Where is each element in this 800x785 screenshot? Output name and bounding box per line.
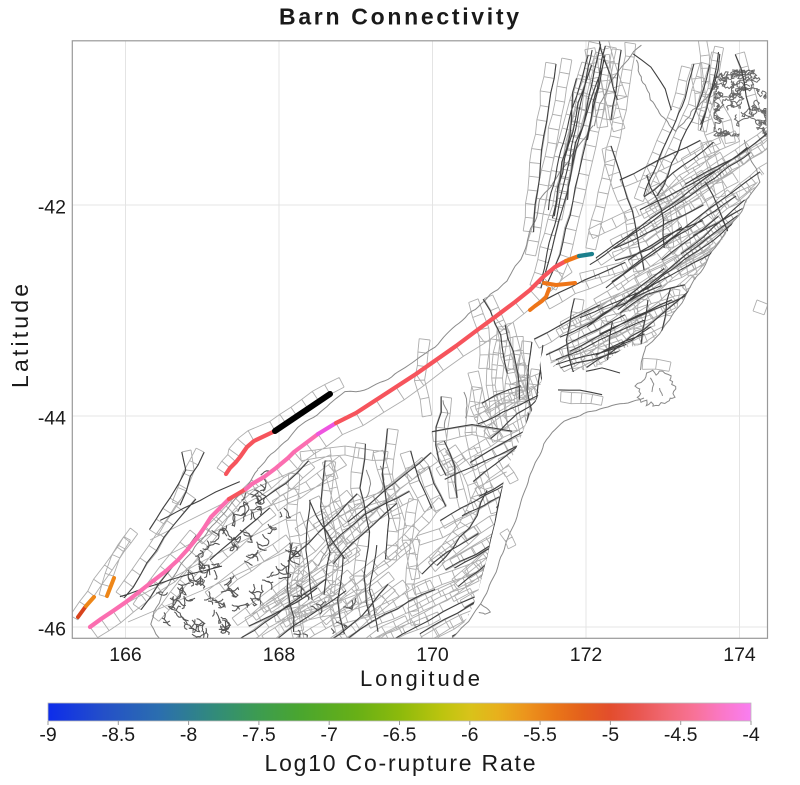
svg-text:-9: -9 bbox=[39, 724, 56, 746]
svg-text:-42: -42 bbox=[38, 197, 66, 219]
svg-text:-46: -46 bbox=[38, 619, 66, 641]
svg-text:-6: -6 bbox=[461, 724, 478, 746]
svg-text:-4: -4 bbox=[742, 724, 759, 746]
svg-text:166: 166 bbox=[109, 644, 142, 666]
svg-text:-5.5: -5.5 bbox=[523, 724, 557, 746]
svg-text:168: 168 bbox=[263, 644, 296, 666]
svg-text:-44: -44 bbox=[38, 408, 66, 430]
svg-text:-7.5: -7.5 bbox=[242, 724, 276, 746]
svg-text:-8.5: -8.5 bbox=[101, 724, 135, 746]
svg-text:-8: -8 bbox=[180, 724, 197, 746]
svg-text:-4.5: -4.5 bbox=[664, 724, 698, 746]
svg-text:Latitude: Latitude bbox=[7, 284, 33, 388]
svg-text:174: 174 bbox=[723, 644, 756, 666]
svg-text:Barn Connectivity: Barn Connectivity bbox=[279, 4, 519, 30]
svg-text:Log10 Co-rupture Rate: Log10 Co-rupture Rate bbox=[265, 750, 536, 776]
svg-text:-5: -5 bbox=[602, 724, 619, 746]
svg-text:170: 170 bbox=[416, 644, 449, 666]
svg-text:172: 172 bbox=[570, 644, 603, 666]
svg-text:-6.5: -6.5 bbox=[383, 724, 417, 746]
svg-text:-7: -7 bbox=[321, 724, 338, 746]
svg-text:Longitude: Longitude bbox=[360, 666, 480, 691]
